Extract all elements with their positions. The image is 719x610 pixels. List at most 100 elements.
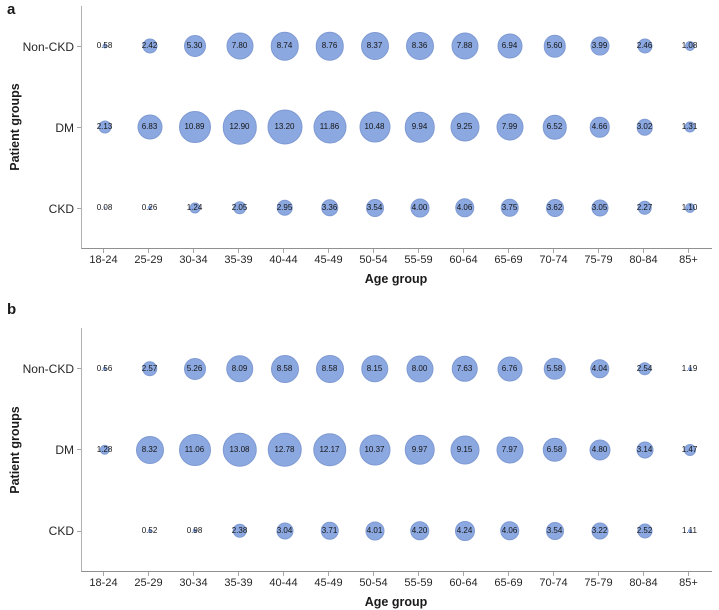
x-tick-mark [418,249,419,253]
x-tick [171,249,216,253]
bubble-value: 3.36 [321,202,338,212]
bubble-cell: 6.76 [487,328,532,409]
x-tick [396,572,441,576]
x-tick [351,249,396,253]
bubble [222,432,257,467]
x-tick [171,572,216,576]
bubble-cell: 3.99 [577,6,622,87]
bubble-cell: 2.95 [262,167,307,248]
bubble [496,113,523,141]
bubble [102,366,107,371]
bubble-value: 6.58 [546,444,563,454]
bubble-cell: 7.97 [487,409,532,490]
bubble [545,521,564,540]
bubble-value: 0.58 [96,41,113,51]
x-tick-mark [643,572,644,576]
bubble [192,528,197,533]
bubble-value: 1.24 [186,202,203,212]
bubble [276,199,293,216]
bubble [183,357,206,380]
y-tick [77,530,81,532]
bubble-cell [82,490,127,571]
y-label-text: DM [55,120,74,135]
bubble-cell: 2.38 [217,490,262,571]
x-tick-mark [103,249,104,253]
x-axis-labels-b: 18-24 25-29 30-34 35-39 40-44 45-49 50-54 55-59… [81,577,711,589]
bubble-cell: 4.20 [397,490,442,571]
bubble [684,121,695,133]
bubble-value: 2.42 [141,41,158,51]
x-label-50-54: 50-54 [359,577,388,589]
bubble-value: 12.78 [274,444,295,454]
x-label-65-69: 65-69 [494,254,523,266]
bubble-value: 12.17 [319,444,340,454]
bubble [320,198,339,217]
bubble-cell: 8.32 [127,409,172,490]
x-tick [576,249,621,253]
bubble [102,43,107,49]
bubble-cell: 6.58 [532,409,577,490]
bubble-value: 6.76 [501,363,518,373]
x-axis-title-b: Age group [364,595,428,609]
y-axis-labels-a: Non-CKD DM CKD [0,6,81,249]
x-tick [486,572,531,576]
bubble-value: 12.90 [229,122,250,131]
x-tick-mark [463,249,464,253]
bubble-value: 7.80 [231,41,248,51]
bubble-cell: 2.42 [127,6,172,87]
bubble [232,523,247,538]
bubble-value: 2.54 [636,363,653,373]
bubble-cell: 0.56 [82,328,127,409]
y-label-text: Non-CKD [22,39,74,54]
bubble-value: 4.80 [591,444,608,454]
bubble [142,38,157,54]
x-tick [81,249,126,253]
plot-area-a: 0.58 2.42 5.30 7.80 8.74 8.76 8.37 8.36 7.88 6.94… [81,6,712,249]
bubble-value: 2.05 [231,202,248,212]
bubble [591,199,608,217]
x-tick-mark [148,249,149,253]
bubble [147,205,152,210]
x-label-45-49: 45-49 [314,577,343,589]
bubble-value: 11.06 [184,444,205,454]
bubble [183,35,206,58]
bubble-value: 2.95 [276,202,293,212]
bubble [451,32,478,60]
bubble [360,354,389,383]
panel-a-letter: a [7,1,16,18]
bubble [365,521,384,540]
x-tick-mark [193,249,194,253]
bubble-cell: 1.47 [667,409,712,490]
bubble [500,198,519,217]
bubble-value: 6.94 [501,41,518,51]
bubble-value: 7.63 [456,363,473,373]
x-tick-mark [553,249,554,253]
bubble-cell: 7.99 [487,87,532,168]
bubble-value: 2.27 [636,202,653,212]
y-label-ckd: CKD [0,168,81,249]
bubble-value: 8.32 [141,444,158,454]
bubble-value: 8.76 [321,41,338,51]
bubble-value: 2.38 [231,525,248,535]
bubble-row-dm: 2.13 6.83 10.89 12.90 13.20 11.86 10.48 9.94 9.2… [82,87,712,168]
bubble [135,435,164,464]
y-label-dm: DM [0,409,81,490]
bubble-value: 9.15 [456,444,473,454]
x-tick-mark [283,249,284,253]
bubble-value: 3.99 [591,41,608,51]
y-label-dm: DM [0,87,81,168]
bubble-value: 0.98 [186,525,203,535]
bubble-cell: 1.28 [82,409,127,490]
x-label-65-69: 65-69 [494,577,523,589]
bubble-row-ckd: 0.08 0.26 1.24 2.05 2.95 3.36 3.54 4.00 4.06 3.75… [82,167,712,248]
x-tick [126,249,171,253]
bubble-value: 4.04 [591,363,608,373]
x-tick-mark [238,249,239,253]
bubble [141,360,158,377]
bubble-row-non-ckd: 0.56 2.57 5.26 8.09 8.58 8.58 8.15 8.00 7.63 6.76… [82,328,712,409]
bubble-cell: 4.01 [352,490,397,571]
bubble-cell: 13.08 [217,409,262,490]
bubble-cell: 8.36 [397,6,442,87]
bubble [684,202,695,213]
bubble-value: 4.24 [456,525,473,535]
